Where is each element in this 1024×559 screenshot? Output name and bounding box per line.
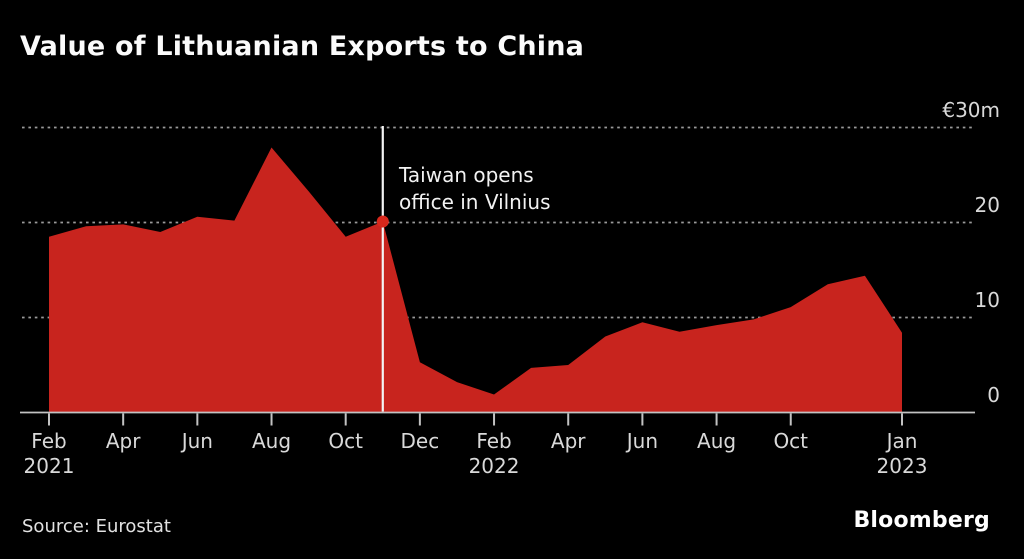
y-axis-tick-label-20: 20: [974, 192, 1000, 217]
x-axis-tick-label: Aug: [252, 429, 291, 454]
month-label: Apr: [550, 429, 586, 453]
x-axis-tick-label: Apr: [551, 429, 586, 454]
month-label: Aug: [697, 429, 737, 453]
x-axis-tick-label: Aug: [697, 429, 736, 454]
y-axis-tick-label-30: €30m: [942, 97, 1000, 122]
annotation-taiwan-office: Taiwan opens office in Vilnius: [399, 162, 551, 216]
bloomberg-logo: Bloomberg: [853, 508, 990, 533]
y-axis-tick-label-0: 0: [987, 382, 1000, 407]
x-axis-tick-label: Jun: [182, 429, 213, 454]
x-axis-tick-label: Oct: [773, 429, 808, 454]
year-label: 2023: [876, 454, 928, 478]
source-credit: Source: Eurostat: [22, 516, 171, 537]
year-label: 2022: [468, 454, 520, 478]
x-axis-tick-label: Feb 2022: [469, 429, 520, 479]
chart-title: Value of Lithuanian Exports to China: [20, 31, 585, 62]
annotation-line-2: office in Vilnius: [399, 190, 551, 214]
month-label: Dec: [400, 429, 440, 453]
month-label: Oct: [773, 429, 809, 453]
month-label: Oct: [328, 429, 363, 453]
month-label: Aug: [251, 429, 292, 453]
x-axis-tick-label: Jan 2023: [877, 429, 928, 479]
month-label: Feb: [476, 429, 512, 453]
month-label: Feb: [31, 429, 67, 453]
month-label: Apr: [105, 429, 141, 453]
annotation-line-1: Taiwan opens: [399, 163, 534, 187]
x-axis-tick-label: Jun: [627, 429, 658, 454]
area-fill: [49, 147, 902, 413]
y-axis-tick-label-10: 10: [974, 287, 1000, 312]
month-label: Jun: [181, 429, 213, 453]
month-label: Jan: [886, 429, 918, 453]
x-axis-tick-label: Oct: [328, 429, 363, 454]
x-axis-tick-label: Feb 2021: [24, 429, 75, 479]
x-axis-tick-label: Apr: [106, 429, 141, 454]
event-dot: [376, 215, 389, 228]
x-axis-tick-label: Dec: [401, 429, 440, 454]
month-label: Jun: [626, 429, 659, 453]
year-label: 2021: [23, 454, 75, 478]
